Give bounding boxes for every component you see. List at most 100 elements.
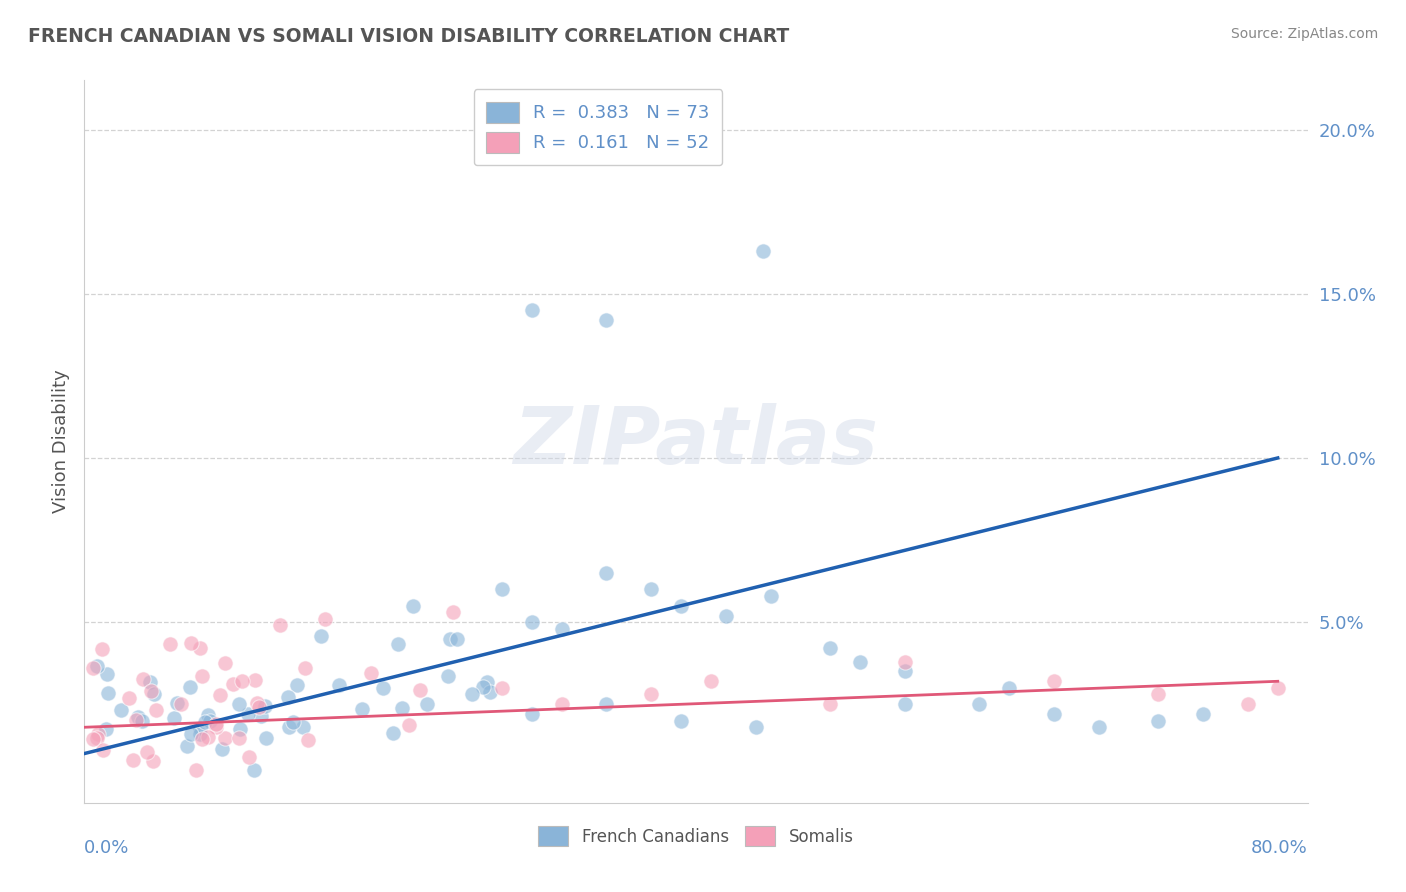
Point — [253, 698, 276, 713]
Point — [243, 673, 266, 687]
Point — [283, 715, 305, 730]
Point — [82, 661, 104, 675]
Point — [520, 615, 543, 630]
Point — [200, 714, 222, 728]
Point — [87, 726, 110, 740]
Point — [894, 665, 917, 679]
Point — [231, 673, 253, 688]
Point — [894, 655, 917, 669]
Point — [132, 672, 155, 686]
Point — [91, 743, 114, 757]
Point — [1087, 720, 1109, 734]
Point — [297, 733, 319, 747]
Point — [894, 698, 917, 712]
Point — [551, 622, 574, 636]
Point — [131, 714, 153, 729]
Point — [188, 727, 211, 741]
Point — [309, 629, 332, 643]
Point — [249, 709, 271, 723]
Point — [759, 589, 782, 603]
Point — [238, 750, 260, 764]
Point — [246, 696, 269, 710]
Point — [166, 696, 188, 710]
Point — [1192, 707, 1215, 722]
Point — [204, 720, 226, 734]
Point — [1267, 681, 1289, 695]
Point — [391, 701, 413, 715]
Point — [96, 666, 118, 681]
Point — [86, 731, 108, 745]
Point — [595, 698, 617, 712]
Point — [491, 681, 513, 695]
Text: Source: ZipAtlas.com: Source: ZipAtlas.com — [1230, 27, 1378, 41]
Text: ZIPatlas: ZIPatlas — [513, 402, 879, 481]
Point — [90, 642, 112, 657]
Point — [97, 686, 120, 700]
Point — [191, 669, 214, 683]
Point — [139, 674, 162, 689]
Point — [159, 637, 181, 651]
Point — [141, 683, 163, 698]
Point — [314, 612, 336, 626]
Point — [439, 632, 461, 646]
Point — [441, 605, 464, 619]
Point — [186, 763, 208, 777]
Point — [669, 599, 692, 613]
Point — [176, 739, 198, 754]
Point — [472, 681, 495, 695]
Point — [475, 674, 498, 689]
Point — [744, 720, 766, 734]
Point — [222, 677, 245, 691]
Point — [640, 582, 662, 597]
Point — [205, 716, 228, 731]
Point — [669, 714, 692, 728]
Point — [86, 658, 108, 673]
Point — [1147, 687, 1170, 701]
Point — [254, 731, 277, 746]
Point — [446, 632, 468, 646]
Point — [382, 726, 405, 740]
Point — [520, 707, 543, 722]
Point — [640, 687, 662, 701]
Point — [194, 715, 217, 730]
Point — [145, 703, 167, 717]
Point — [228, 731, 250, 745]
Point — [163, 711, 186, 725]
Point — [121, 753, 143, 767]
Point — [247, 700, 270, 714]
Point — [461, 687, 484, 701]
Point — [595, 313, 617, 327]
Point — [118, 690, 141, 705]
Point — [179, 680, 201, 694]
Point — [371, 681, 394, 695]
Point — [595, 566, 617, 580]
Point — [197, 708, 219, 723]
Point — [818, 641, 841, 656]
Point — [243, 763, 266, 777]
Point — [214, 731, 236, 745]
Point — [818, 698, 841, 712]
Point — [277, 720, 299, 734]
Point — [125, 713, 148, 727]
Point — [849, 655, 872, 669]
Point — [479, 685, 502, 699]
Point — [1147, 714, 1170, 728]
Point — [551, 698, 574, 712]
Point — [180, 636, 202, 650]
Point — [143, 687, 166, 701]
Text: 0.0%: 0.0% — [84, 838, 129, 857]
Point — [180, 727, 202, 741]
Point — [228, 722, 250, 736]
Point — [752, 244, 775, 258]
Point — [401, 599, 423, 613]
Point — [110, 703, 132, 717]
Point — [208, 688, 231, 702]
Text: 80.0%: 80.0% — [1251, 838, 1308, 857]
Point — [520, 303, 543, 318]
Point — [94, 723, 117, 737]
Point — [214, 656, 236, 670]
Point — [211, 742, 233, 756]
Point — [328, 678, 350, 692]
Point — [714, 608, 737, 623]
Point — [191, 732, 214, 747]
